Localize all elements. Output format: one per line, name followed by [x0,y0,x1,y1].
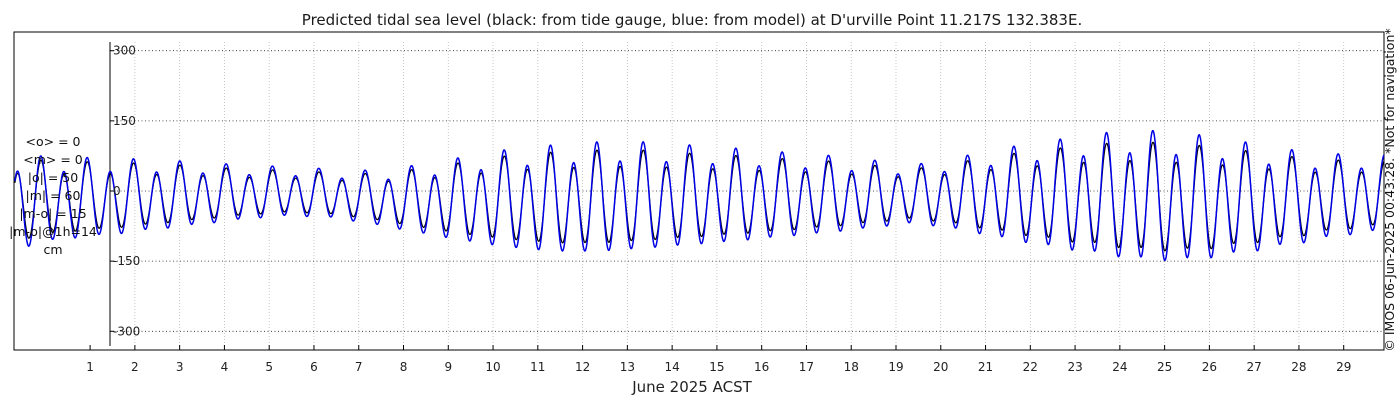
x-tick-label: 7 [355,360,363,374]
x-tick-label: 14 [664,360,679,374]
x-tick-label: 11 [530,360,545,374]
chart-title: Predicted tidal sea level (black: from t… [302,11,1082,29]
y-tick-label: 300 [113,44,136,58]
x-tick-label: 24 [1112,360,1127,374]
x-tick-label: 29 [1336,360,1351,374]
x-tick-label: 21 [978,360,993,374]
x-tick-label: 4 [221,360,229,374]
x-tick-label: 18 [844,360,859,374]
stat-unit: cm [43,242,62,257]
x-tick-label: 6 [310,360,318,374]
copyright-note: © IMOS 06-Jun-2025 00:43:28. *Not for na… [1382,28,1397,351]
x-tick-label: 22 [1023,360,1038,374]
x-tick-label: 23 [1067,360,1082,374]
x-tick-label: 15 [709,360,724,374]
y-tick-label: -300 [113,324,140,338]
x-tick-label: 2 [131,360,139,374]
grid-lines [110,42,1384,346]
y-tick-label: -150 [113,254,140,268]
x-tick-label: 1 [86,360,94,374]
x-tick-label: 12 [575,360,590,374]
x-tick-label: 17 [799,360,814,374]
stat-abs-diff: |m-o| = 15 [19,206,86,221]
x-axis-label: June 2025 ACST [631,378,752,396]
x-tick-label: 10 [485,360,500,374]
x-tick-label: 8 [400,360,408,374]
x-tick-label: 26 [1202,360,1217,374]
stat-abs-diff-1h: |m-o|@1h=14 [9,224,97,239]
stat-abs-obs: |o| = 50 [28,170,78,185]
stat-mean-obs: <o> = 0 [26,134,81,149]
x-tick-label: 5 [265,360,273,374]
x-tick-label: 13 [620,360,635,374]
y-tick-label: 150 [113,114,136,128]
axes [89,42,1345,350]
stats-annotation: <o> = 0 <m> = 0 |o| = 50 |m| = 60 |m-o| … [9,134,97,257]
stat-abs-model: |m| = 60 [26,188,81,203]
x-tick-label: 3 [176,360,184,374]
series-line [14,129,1385,262]
x-tick-label: 16 [754,360,769,374]
x-tick-label: 28 [1291,360,1306,374]
y-tick-label: 0 [113,184,121,198]
stat-mean-model: <m> = 0 [23,152,83,167]
x-tick-label: 9 [444,360,452,374]
x-tick-label: 19 [888,360,903,374]
x-tick-label: 25 [1157,360,1172,374]
x-tick-label: 20 [933,360,948,374]
series-layer [14,129,1385,262]
x-tick-label: 27 [1247,360,1262,374]
